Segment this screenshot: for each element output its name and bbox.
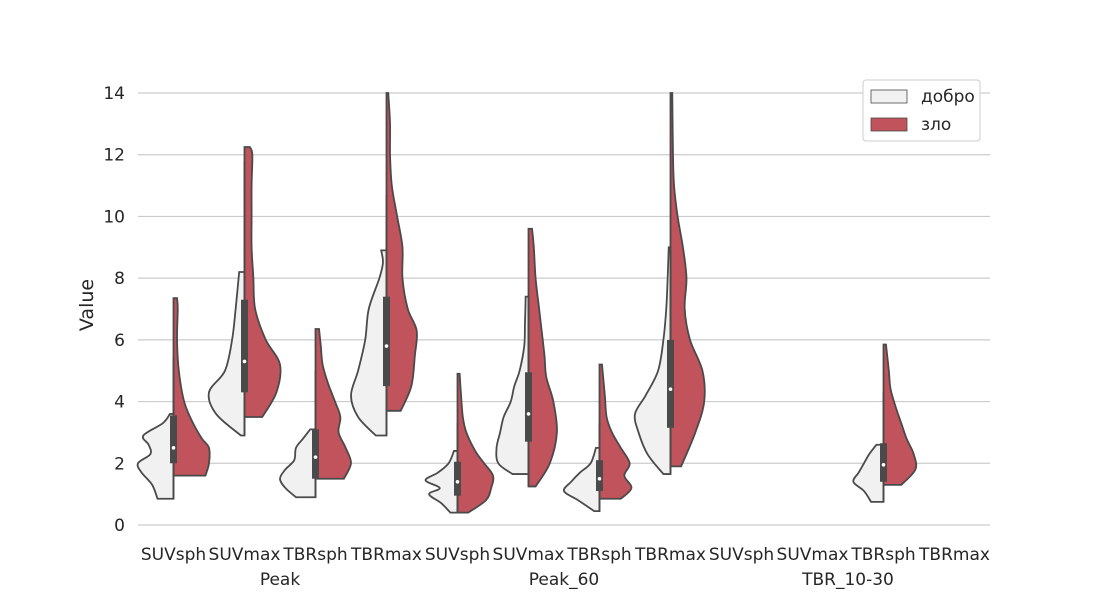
violin-median bbox=[313, 455, 318, 459]
violin-half-dobro bbox=[350, 249, 388, 437]
violin-median bbox=[597, 476, 602, 481]
violin-half-zlo bbox=[385, 92, 418, 412]
grid bbox=[138, 92, 990, 526]
x-group-label: Peak_60 bbox=[529, 570, 600, 590]
x-tick-label: TBRmax bbox=[634, 545, 706, 565]
violin-half-dobro bbox=[852, 443, 885, 503]
violin-median bbox=[526, 412, 531, 416]
violin-box bbox=[667, 339, 674, 428]
y-tick-label: 2 bbox=[114, 454, 125, 474]
x-tick-label: TBRsph bbox=[566, 545, 631, 565]
violin-half-zlo bbox=[456, 372, 495, 514]
violin-box bbox=[241, 299, 248, 393]
y-tick-label: 8 bbox=[114, 269, 125, 289]
y-tick-label: 10 bbox=[103, 207, 125, 227]
violin-median bbox=[384, 344, 389, 348]
violin-box bbox=[880, 443, 887, 482]
y-tick-label: 14 bbox=[103, 84, 125, 104]
violin-half-zlo bbox=[598, 363, 633, 500]
x-axis-ticks: SUVsph SUVmax TBRsph TBRmax SUVsph SUVmax TBRs… bbox=[141, 545, 990, 565]
violin-half-zlo bbox=[172, 297, 211, 477]
violin-half-zlo bbox=[314, 328, 352, 480]
violin-half-dobro bbox=[136, 413, 175, 500]
y-tick-label: 12 bbox=[103, 146, 125, 166]
violin bbox=[207, 146, 282, 437]
violin-box bbox=[596, 460, 603, 492]
legend-swatch-dobro bbox=[870, 89, 908, 104]
violin bbox=[136, 297, 211, 500]
violin-box bbox=[454, 461, 461, 496]
violin-half-dobro bbox=[495, 295, 530, 475]
violin-half-zlo bbox=[882, 343, 918, 486]
violin-half-zlo bbox=[243, 146, 282, 418]
violin-box bbox=[525, 372, 532, 442]
violin-median bbox=[455, 480, 460, 484]
y-axis-ticks: 0 2 4 6 8 10 12 14 bbox=[103, 84, 125, 536]
x-tick-label: TBRsph bbox=[850, 545, 915, 565]
legend-label-zlo: зло bbox=[921, 115, 951, 135]
violin-half-dobro bbox=[633, 246, 672, 475]
x-tick-label: SUVsph bbox=[425, 545, 490, 565]
y-tick-label: 6 bbox=[114, 331, 125, 351]
violin bbox=[279, 328, 352, 499]
legend-swatch-zlo bbox=[870, 117, 908, 132]
x-tick-label: TBRmax bbox=[350, 545, 422, 565]
violin bbox=[350, 92, 418, 437]
violin-median bbox=[668, 387, 673, 392]
legend-label-dobro: добро bbox=[921, 87, 975, 107]
x-tick-label: TBRsph bbox=[282, 545, 347, 565]
y-axis-label: Value bbox=[76, 279, 98, 331]
x-tick-label: SUVsph bbox=[141, 545, 206, 565]
violin-median bbox=[881, 463, 886, 467]
violin bbox=[562, 363, 633, 513]
violin-median bbox=[242, 359, 247, 364]
x-tick-label: SUVmax bbox=[493, 545, 565, 565]
violin-half-zlo bbox=[527, 227, 558, 488]
x-tick-label: SUVsph bbox=[709, 545, 774, 565]
violin-box bbox=[312, 429, 319, 479]
violin bbox=[852, 343, 918, 503]
violins bbox=[136, 92, 918, 514]
violin-box bbox=[170, 415, 177, 464]
violin-median bbox=[171, 446, 176, 450]
violin-box bbox=[383, 296, 390, 387]
violin-half-dobro bbox=[562, 446, 601, 513]
y-tick-label: 0 bbox=[114, 516, 125, 536]
violin bbox=[633, 92, 706, 475]
x-axis-groups: Peak Peak_60 TBR_10-30 bbox=[260, 570, 894, 590]
x-group-label: TBR_10-30 bbox=[801, 570, 894, 590]
violin bbox=[495, 227, 558, 488]
violin-half-dobro bbox=[207, 271, 246, 437]
violin-half-dobro bbox=[279, 428, 317, 499]
violin-half-zlo bbox=[669, 92, 706, 468]
x-tick-label: SUVmax bbox=[209, 545, 281, 565]
violin-half-dobro bbox=[424, 450, 459, 514]
x-group-label: Peak bbox=[260, 570, 301, 590]
x-tick-label: TBRmax bbox=[918, 545, 990, 565]
x-tick-label: SUVmax bbox=[777, 545, 849, 565]
legend: добро зло bbox=[862, 79, 981, 142]
violin bbox=[424, 372, 495, 514]
y-tick-label: 4 bbox=[114, 393, 125, 413]
